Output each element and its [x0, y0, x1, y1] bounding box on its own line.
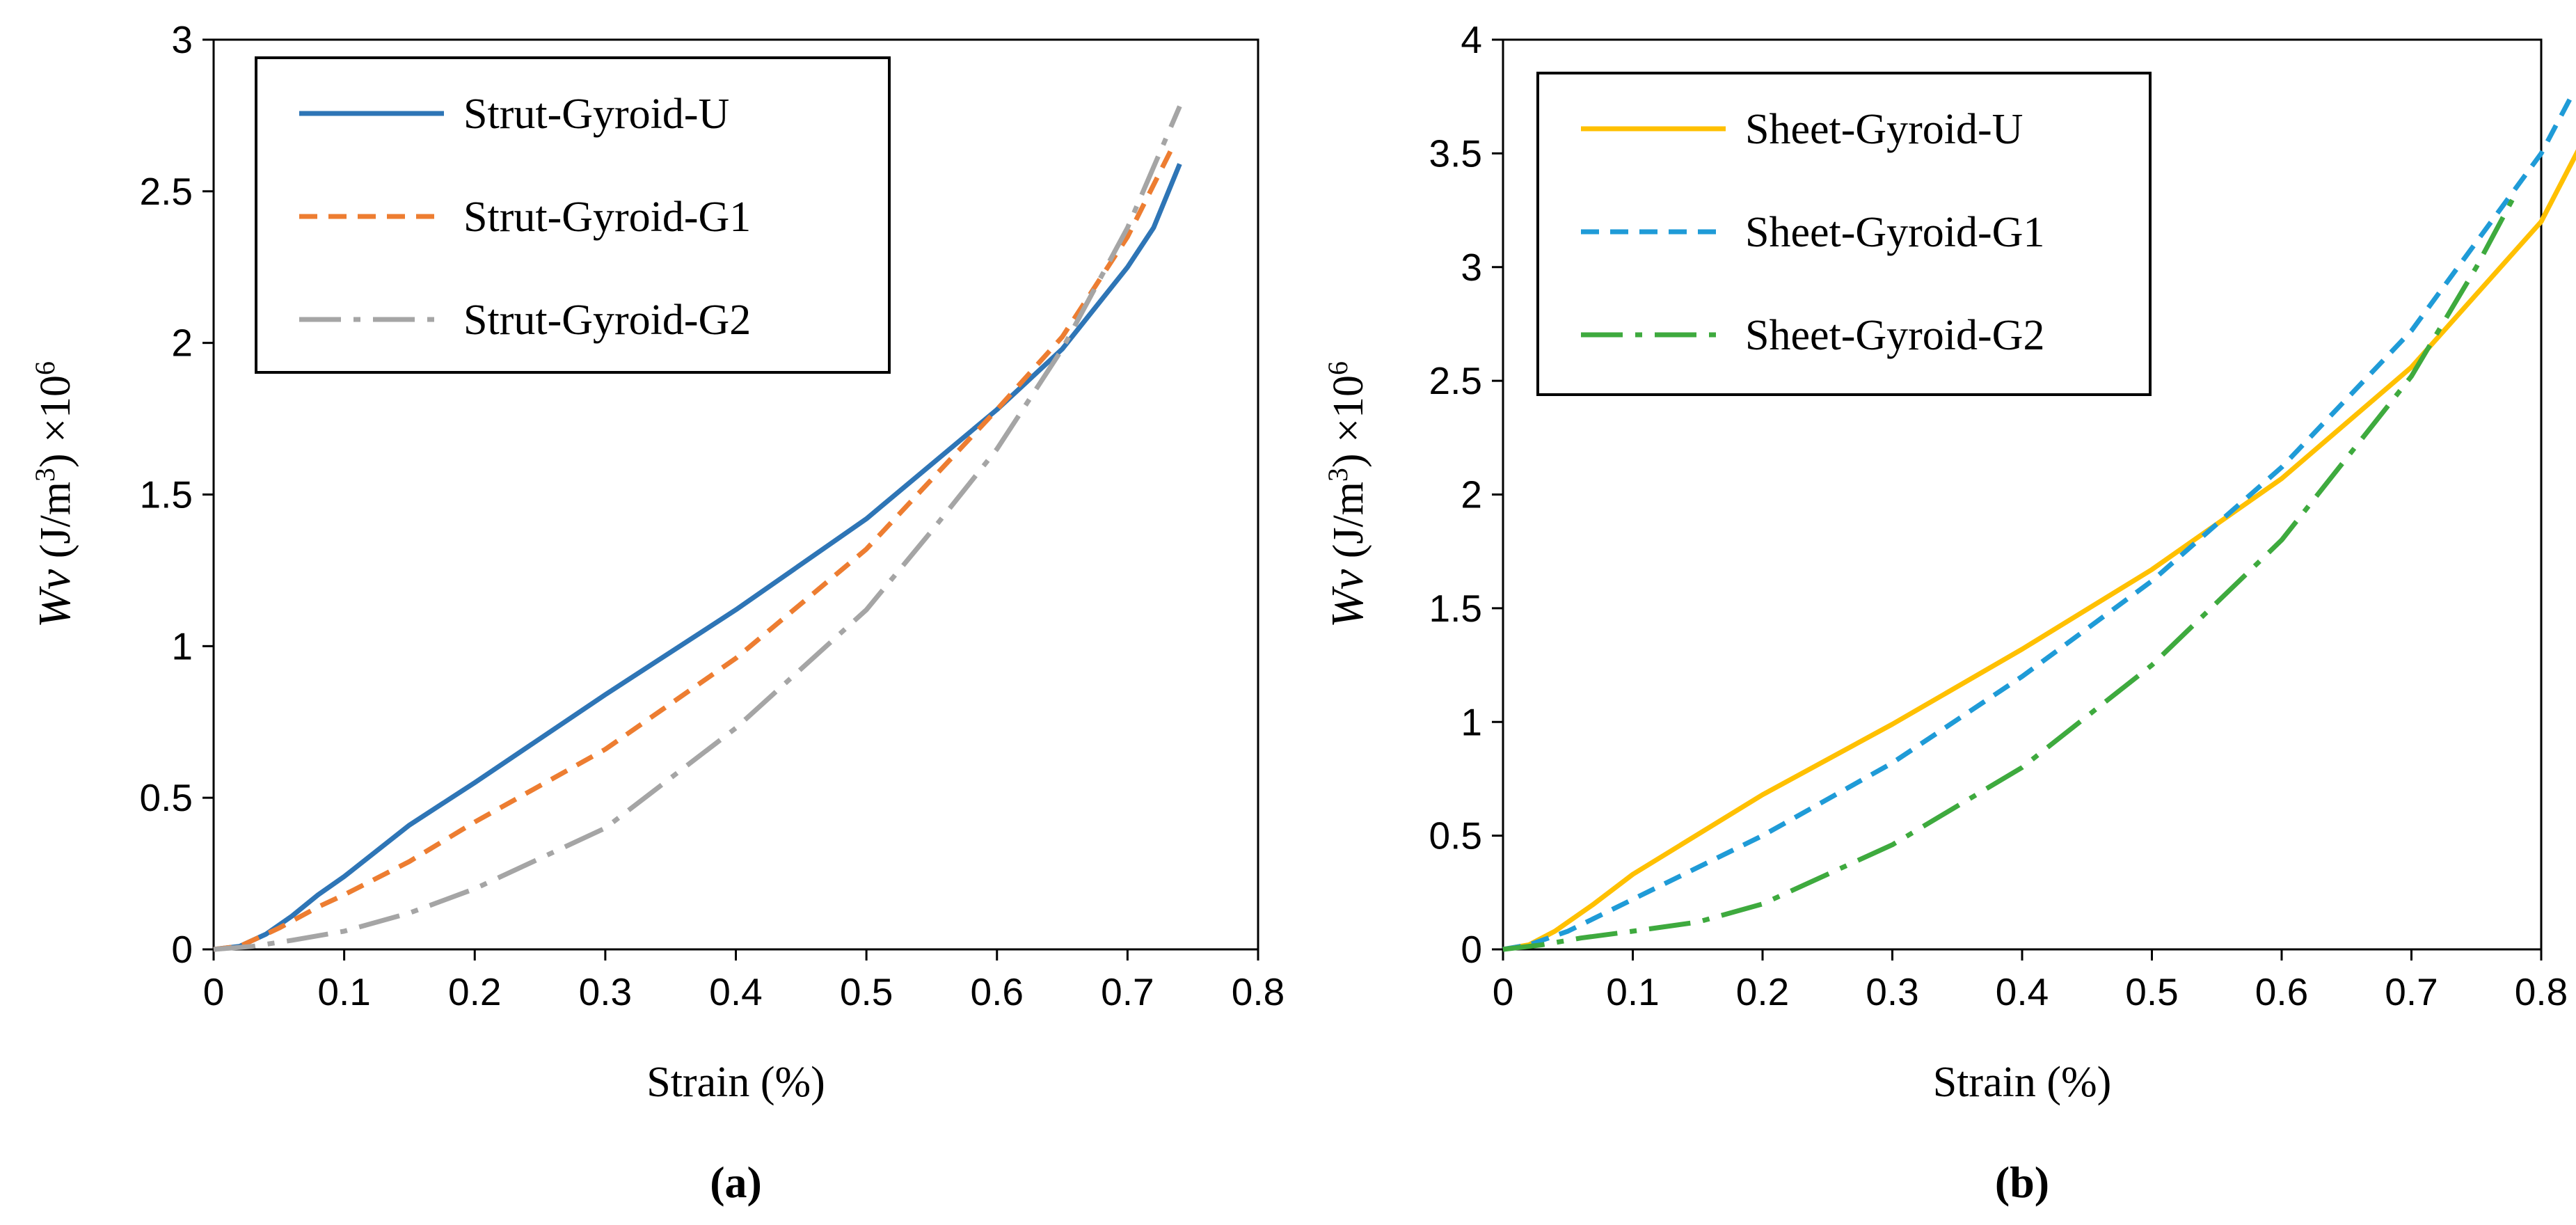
x-tick-label: 0.8: [2515, 970, 2568, 1013]
y-tick-label: 1: [171, 624, 193, 667]
x-tick-label: 0.2: [1736, 970, 1789, 1013]
y-tick-label: 4: [1461, 18, 1482, 61]
y-tick-label: 3: [171, 18, 193, 61]
x-tick-label: 0.1: [1606, 970, 1659, 1013]
x-tick-label: 0.4: [1996, 970, 2049, 1013]
series-line-strut-gyroid-g2: [213, 105, 1182, 952]
y-tick-label: 0.5: [140, 776, 193, 819]
legend-entry-label: Sheet-Gyroid-U: [1745, 106, 2023, 153]
y-axis-title: Wv (J/m3) ×106: [29, 361, 81, 628]
x-tick-label: 0.1: [317, 970, 370, 1013]
legend-entry-label: Strut-Gyroid-U: [463, 90, 729, 138]
x-tick-label: 0: [1493, 970, 1514, 1013]
series-line-sheet-gyroid-g1: [1502, 90, 2576, 952]
legend: Sheet-Gyroid-U Sheet-Gyroid-G1 Sheet-Gyroi…: [1536, 72, 2152, 396]
panel-label: (a): [710, 1157, 762, 1207]
x-tick-label: 0.5: [2125, 970, 2178, 1013]
y-tick-label: 3.5: [1429, 132, 1482, 175]
y-tick-label: 1.5: [140, 473, 193, 516]
x-tick-label: 0: [203, 970, 225, 1013]
x-axis-title: Strain (%): [1933, 1059, 2112, 1106]
y-tick-label: 3: [1461, 246, 1482, 289]
y-axis-title: Wv (J/m3) ×106: [1322, 361, 1374, 628]
series-line-sheet-gyroid-g2: [1502, 193, 2518, 952]
legend-entry-label: Sheet-Gyroid-G1: [1745, 209, 2044, 256]
y-tick-label: 2.5: [140, 170, 193, 213]
y-tick-label: 0.5: [1429, 814, 1482, 858]
x-axis-title: Strain (%): [646, 1059, 825, 1106]
x-tick-label: 0.8: [1232, 970, 1285, 1013]
y-tick-label: 2: [171, 322, 193, 365]
x-tick-label: 0.3: [1866, 970, 1918, 1013]
series-line-strut-gyroid-g1: [213, 144, 1176, 952]
x-tick-label: 0.5: [840, 970, 893, 1013]
x-tick-label: 0.7: [1101, 970, 1154, 1013]
x-tick-label: 0.6: [2255, 970, 2308, 1013]
panel-b: 0 0.1 0.2 0.3 0.4 0.5 0.6 0.7 0.8 0 0.5 1 1.5 2 2.5 3 3.…: [1322, 18, 2576, 1207]
legend-entry-label: Strut-Gyroid-G2: [463, 297, 751, 344]
y-tick-label: 2.5: [1429, 359, 1482, 402]
series-line-strut-gyroid-u: [213, 163, 1182, 952]
y-tick-label: 1.5: [1429, 587, 1482, 630]
y-tick-label: 0: [1461, 928, 1482, 971]
legend-entry-label: Sheet-Gyroid-G2: [1745, 312, 2044, 359]
y-tick-label: 2: [1461, 473, 1482, 516]
x-tick-label: 0.4: [709, 970, 762, 1013]
legend: Strut-Gyroid-U Strut-Gyroid-G1 Strut-Gyroi…: [255, 56, 891, 374]
y-tick-label: 1: [1461, 700, 1482, 743]
x-tick-label: 0.2: [448, 970, 501, 1013]
series-line-sheet-gyroid-u: [1502, 149, 2576, 952]
x-tick-label: 0.7: [2385, 970, 2438, 1013]
legend-entry-label: Strut-Gyroid-G1: [463, 193, 751, 241]
x-tick-label: 0.6: [971, 970, 1024, 1013]
panel-a: 0 0.1 0.2 0.3 0.4 0.5 0.6 0.7 0.8 0 0.5 1 1.5 2 2.5 3 St…: [29, 18, 1285, 1207]
x-tick-label: 0.3: [579, 970, 632, 1013]
y-tick-label: 0: [171, 928, 193, 971]
panel-label: (b): [1995, 1157, 2049, 1207]
